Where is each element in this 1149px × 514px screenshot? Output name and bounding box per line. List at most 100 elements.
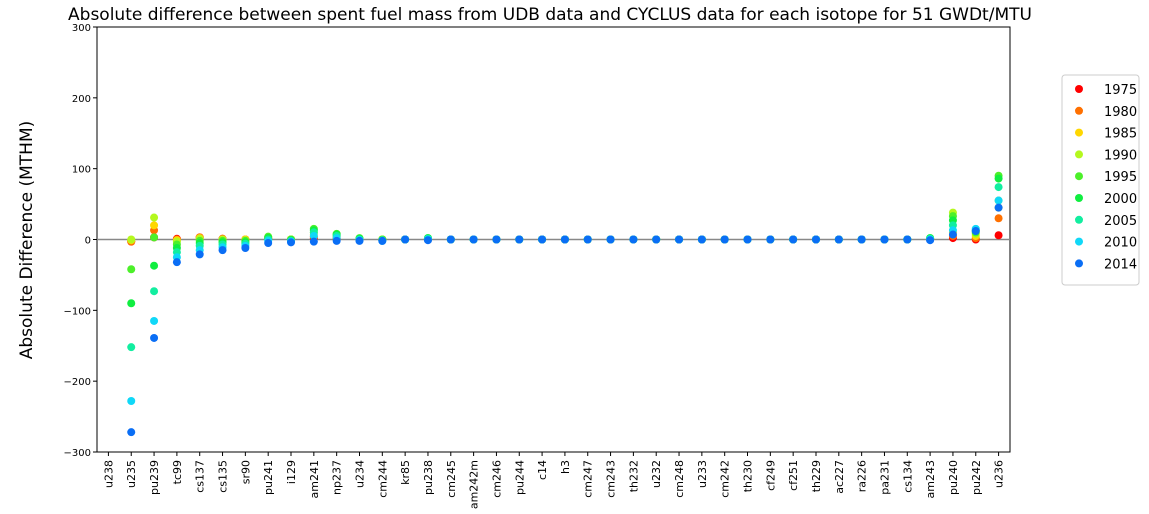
x-tick-label: u232 bbox=[650, 460, 663, 488]
point bbox=[994, 183, 1003, 192]
point bbox=[652, 235, 661, 244]
y-tick-label: 100 bbox=[72, 165, 91, 176]
legend-marker bbox=[1075, 237, 1083, 246]
point bbox=[309, 237, 318, 246]
point bbox=[355, 236, 364, 245]
point bbox=[264, 239, 273, 248]
point bbox=[446, 235, 455, 244]
point bbox=[195, 250, 204, 259]
point bbox=[172, 258, 181, 267]
x-tick-label: cm247 bbox=[582, 460, 595, 498]
x-tick-label: cm242 bbox=[719, 460, 732, 498]
point bbox=[538, 235, 547, 244]
x-tick-label: th232 bbox=[627, 460, 640, 492]
point bbox=[287, 238, 296, 247]
x-tick-label: i129 bbox=[285, 460, 298, 484]
legend-label: 1985 bbox=[1104, 127, 1137, 142]
x-tick-label: cf251 bbox=[787, 460, 800, 491]
y-tick-label: 300 bbox=[72, 23, 91, 34]
y-tick-label: 200 bbox=[72, 94, 91, 105]
x-tick-label: th229 bbox=[810, 460, 823, 492]
legend-marker bbox=[1075, 150, 1083, 159]
point bbox=[127, 343, 136, 352]
y-tick-label: −100 bbox=[64, 306, 91, 317]
x-tick-label: u234 bbox=[353, 460, 366, 488]
legend-label: 2010 bbox=[1104, 236, 1137, 251]
point bbox=[811, 235, 820, 244]
point bbox=[241, 244, 250, 252]
y-tick-label: −200 bbox=[64, 377, 91, 388]
point bbox=[994, 196, 1003, 205]
legend-label: 2000 bbox=[1104, 192, 1137, 207]
point bbox=[971, 227, 980, 235]
legend-label: 2005 bbox=[1104, 214, 1137, 229]
x-tick-label: u236 bbox=[993, 460, 1006, 488]
point bbox=[127, 265, 136, 274]
x-tick-label: pu241 bbox=[262, 460, 275, 495]
point bbox=[857, 235, 866, 244]
point bbox=[675, 235, 684, 244]
point bbox=[515, 235, 524, 244]
legend-label: 1975 bbox=[1104, 83, 1137, 98]
point bbox=[629, 235, 638, 244]
x-tick-label: cs137 bbox=[194, 460, 207, 493]
point bbox=[309, 231, 318, 240]
point bbox=[994, 214, 1003, 223]
point bbox=[150, 221, 159, 230]
point bbox=[789, 235, 798, 244]
point bbox=[834, 235, 843, 244]
point bbox=[401, 235, 410, 244]
legend-label: 1995 bbox=[1104, 170, 1137, 185]
point bbox=[127, 428, 136, 437]
point bbox=[994, 174, 1003, 183]
legend-label: 1990 bbox=[1104, 148, 1137, 163]
x-tick-label: cs135 bbox=[217, 460, 230, 493]
x-tick-label: cm245 bbox=[445, 460, 458, 498]
legend-marker bbox=[1075, 85, 1083, 93]
x-tick-label: ac227 bbox=[833, 460, 846, 494]
legend-label: 1980 bbox=[1104, 105, 1137, 120]
point bbox=[150, 333, 159, 342]
point bbox=[720, 235, 729, 244]
x-tick-label: h3 bbox=[559, 460, 572, 474]
point bbox=[127, 299, 136, 308]
x-tick-label: u238 bbox=[102, 460, 115, 488]
point bbox=[697, 235, 706, 244]
point bbox=[948, 230, 957, 239]
legend-marker bbox=[1075, 194, 1083, 202]
x-tick-label: cm248 bbox=[673, 460, 686, 498]
point bbox=[150, 233, 159, 242]
point bbox=[218, 246, 227, 255]
x-tick-label: u235 bbox=[125, 460, 138, 488]
x-tick-label: sr90 bbox=[239, 460, 252, 484]
x-tick-label: pu239 bbox=[148, 460, 161, 495]
y-tick-label: 0 bbox=[85, 236, 91, 247]
x-tick-label: pa231 bbox=[878, 460, 891, 495]
y-tick-label: −300 bbox=[64, 448, 91, 459]
x-tick-label: th230 bbox=[742, 460, 755, 492]
point bbox=[423, 236, 432, 245]
x-tick-label: ra226 bbox=[856, 460, 869, 492]
x-tick-label: am241 bbox=[308, 460, 321, 498]
x-tick-label: am242m bbox=[468, 460, 481, 509]
legend-marker bbox=[1075, 128, 1083, 137]
x-tick-label: am243 bbox=[924, 460, 937, 498]
legend-marker bbox=[1075, 259, 1083, 268]
point bbox=[766, 235, 775, 244]
point bbox=[127, 397, 136, 405]
legend-marker bbox=[1075, 172, 1083, 181]
point bbox=[743, 235, 752, 244]
x-tick-label: u233 bbox=[696, 460, 709, 488]
point bbox=[150, 287, 159, 296]
point bbox=[332, 236, 341, 245]
x-tick-label: cs134 bbox=[901, 460, 914, 493]
point bbox=[583, 235, 592, 244]
y-axis-label: Absolute Difference (MTHM) bbox=[17, 121, 37, 360]
x-tick-label: np237 bbox=[331, 460, 344, 495]
point bbox=[127, 235, 136, 244]
point bbox=[150, 261, 159, 270]
point bbox=[378, 236, 387, 245]
x-tick-label: kr85 bbox=[399, 460, 412, 485]
x-tick-label: cf249 bbox=[764, 460, 777, 491]
